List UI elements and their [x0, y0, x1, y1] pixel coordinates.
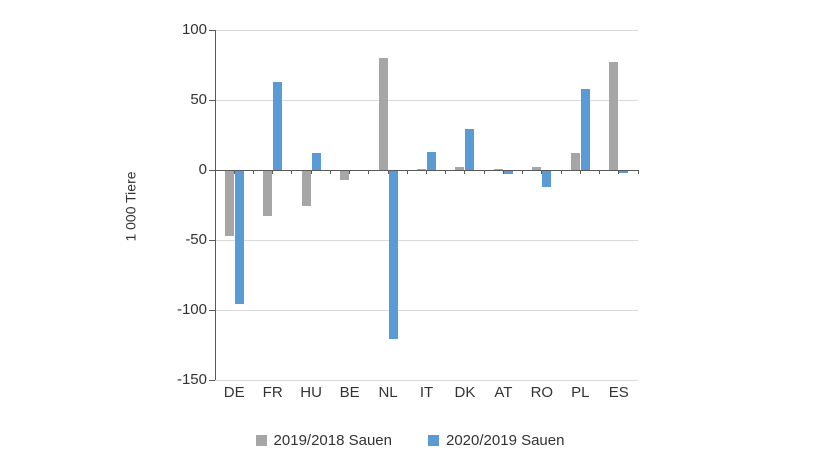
bar-2020/2019-PL — [580, 88, 590, 170]
x-tick-label-FR: FR — [262, 384, 283, 401]
bar-2020/2019-DK — [465, 129, 475, 170]
bar-2019/2018-DE — [224, 170, 234, 236]
category-tick — [310, 170, 312, 174]
bar-2020/2019-AT — [503, 170, 513, 175]
category-tick — [252, 170, 254, 174]
legend-label-series-1: 2019/2018 Sauen — [273, 432, 392, 449]
legend: 2019/2018 Sauen 2020/2019 Sauen — [0, 432, 820, 449]
category-tick — [637, 170, 639, 174]
category-tick — [464, 170, 466, 174]
category-tick — [233, 170, 235, 174]
x-tick-label-NL: NL — [378, 384, 398, 401]
legend-item-series-1: 2019/2018 Sauen — [255, 432, 392, 449]
category-tick — [368, 170, 370, 174]
y-axis-tick — [209, 309, 215, 311]
x-tick-label-ES: ES — [608, 384, 629, 401]
y-tick-label-0: 0 — [198, 161, 207, 178]
category-tick — [579, 170, 581, 174]
y-tick-label-50: 50 — [190, 91, 207, 108]
category-tick — [329, 170, 331, 174]
y-tick-label--100: -100 — [176, 301, 207, 318]
x-tick-label-RO: RO — [530, 384, 554, 401]
y-tick-label-100: 100 — [181, 21, 207, 38]
y-tick-label--50: -50 — [185, 231, 207, 248]
x-tick-label-AT: AT — [494, 384, 513, 401]
bar-2019/2018-RO — [532, 167, 542, 170]
bar-2019/2018-BE — [340, 170, 350, 180]
x-tick-label-HU: HU — [300, 384, 322, 401]
category-tick — [483, 170, 485, 174]
bar-2019/2018-PL — [570, 153, 580, 170]
y-axis-tick — [209, 239, 215, 241]
bar-2020/2019-ES — [619, 170, 629, 173]
legend-swatch-gray — [255, 435, 267, 446]
category-tick — [522, 170, 524, 174]
bar-2020/2019-RO — [542, 170, 552, 187]
gridline--150 — [215, 379, 638, 381]
y-tick-label--150: -150 — [176, 371, 207, 388]
gridline-100 — [215, 29, 638, 31]
category-tick — [560, 170, 562, 174]
category-tick — [272, 170, 274, 174]
x-tick-label-DK: DK — [454, 384, 476, 401]
bar-2019/2018-ES — [609, 62, 619, 170]
gridline--100 — [215, 309, 638, 311]
bar-2019/2018-HU — [301, 170, 311, 207]
category-tick — [426, 170, 427, 174]
y-axis-title: 1 000 Tiere — [122, 171, 139, 242]
bar-2019/2018-AT — [493, 168, 503, 170]
bar-2020/2019-HU — [311, 153, 321, 170]
category-tick — [502, 170, 504, 174]
bar-2019/2018-FR — [263, 170, 273, 217]
gridline--50 — [215, 239, 638, 241]
category-tick — [599, 170, 601, 174]
y-axis-tick — [209, 29, 215, 31]
bar-2020/2019-NL — [388, 170, 398, 340]
bar-2019/2018-IT — [417, 168, 426, 170]
category-tick — [541, 170, 543, 174]
legend-label-series-2: 2020/2019 Sauen — [446, 432, 565, 449]
y-axis-tick — [209, 169, 215, 171]
bar-2020/2019-FR — [273, 81, 283, 170]
y-axis-tick — [209, 99, 215, 101]
category-tick — [387, 170, 389, 174]
y-axis-line — [215, 30, 216, 380]
bar-2019/2018-NL — [378, 58, 388, 170]
category-tick — [291, 170, 293, 174]
x-tick-label-BE: BE — [339, 384, 360, 401]
category-tick — [406, 170, 408, 174]
legend-item-series-2: 2020/2019 Sauen — [428, 432, 564, 449]
y-axis-tick — [209, 379, 215, 381]
x-tick-label-PL: PL — [571, 384, 590, 401]
category-tick — [445, 170, 447, 174]
category-tick — [214, 170, 216, 174]
plot-area — [209, 29, 639, 381]
x-tick-label-DE: DE — [223, 384, 245, 401]
legend-swatch-blue — [428, 435, 439, 446]
x-tick-label-IT: IT — [419, 384, 434, 401]
bar-2020/2019-DE — [234, 170, 244, 305]
category-tick — [618, 170, 620, 174]
bar-2019/2018-DK — [455, 167, 465, 170]
category-tick — [349, 170, 351, 174]
bar-2020/2019-IT — [427, 151, 436, 170]
gridline-50 — [215, 99, 638, 101]
